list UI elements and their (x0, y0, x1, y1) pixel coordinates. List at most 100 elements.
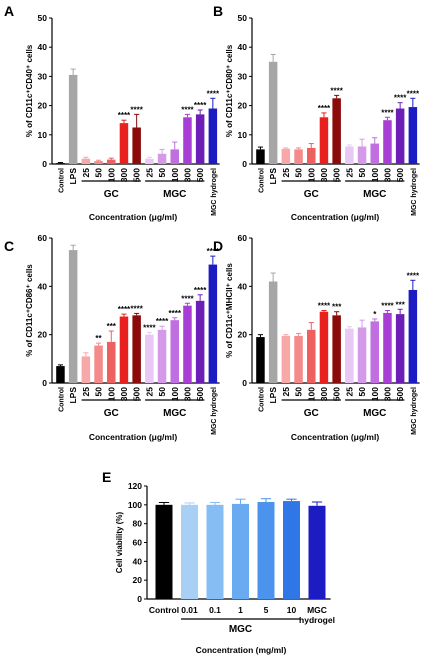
bar (345, 328, 354, 383)
bar (383, 120, 392, 164)
y-tick-label: 10 (238, 130, 248, 140)
x-tick-label: 10 (287, 605, 297, 615)
x-axis-label: Concentration (mg/ml) (196, 645, 287, 655)
bar (232, 503, 249, 599)
y-axis-label: % of CD11c⁺CD40⁺ cells (25, 44, 34, 137)
x-tick-label: LPS (268, 168, 278, 185)
x-tick-label: 100 (306, 168, 316, 182)
x-tick-label: 100 (370, 168, 380, 182)
bar (181, 504, 198, 599)
panel-c: C 0 20 40 60 % of CD11c⁺CD86⁺ cells Control LPS… (4, 233, 220, 442)
x-tick-label: 500 (132, 168, 142, 182)
bar (256, 337, 265, 383)
bar (319, 311, 329, 383)
significance-label: **** (118, 305, 131, 314)
group-label: MGC (229, 624, 252, 635)
group-label: MGC (363, 189, 386, 200)
y-tick-label: 0 (42, 378, 47, 388)
x-tick-label: 50 (294, 387, 304, 397)
bar (357, 327, 367, 383)
x-tick-label: 300 (119, 168, 129, 182)
x-tick-label: Control (258, 168, 265, 193)
x-tick-label: Control (58, 168, 65, 193)
y-tick-label: 120 (128, 481, 142, 491)
significance-label: **** (181, 105, 194, 114)
y-axis-label: % of CD11c⁺CD80⁺ cells (225, 44, 234, 137)
y-tick-label: 30 (238, 71, 248, 81)
y-tick-label: 0 (242, 159, 247, 169)
bar (155, 504, 173, 599)
bar (357, 146, 367, 164)
x-tick-label: 100 (170, 168, 180, 182)
group-label: GC (104, 408, 119, 419)
x-tick-label: 500 (195, 168, 205, 182)
group-label: MGC (163, 189, 186, 200)
y-tick-label: 20 (133, 575, 143, 585)
x-tick-label: 500 (332, 168, 342, 182)
significance-label: **** (118, 111, 131, 120)
bar (157, 329, 167, 383)
bar (332, 315, 341, 383)
bar (157, 153, 167, 164)
x-tick-label: 25 (344, 387, 354, 397)
x-tick-label: 1 (238, 605, 243, 615)
y-tick-label: 100 (128, 500, 142, 510)
significance-label: **** (169, 309, 182, 318)
x-tick-label: MGC hydrogel (211, 168, 218, 216)
x-tick-label: 50 (357, 387, 367, 397)
x-tick-label: Control (58, 387, 65, 412)
x-tick-label: Control (149, 605, 179, 615)
x-tick-label: MGC hydrogel (211, 387, 218, 435)
panel-letter: C (4, 238, 14, 254)
bar (370, 143, 379, 164)
x-tick-label: LPS (68, 387, 78, 404)
significance-label: **** (143, 323, 156, 332)
x-tick-label: 300 (382, 387, 392, 401)
bar (281, 335, 291, 383)
y-tick-label: 0 (42, 159, 47, 169)
group-label: GC (104, 189, 119, 200)
significance-label: **** (130, 304, 143, 313)
x-tick-label: 50 (94, 387, 104, 397)
x-tick-label: 100 (106, 387, 116, 401)
panel-b: B 0 10 20 30 40 50 % of CD11c⁺CD80⁺ cells Contro… (213, 3, 420, 222)
bar (170, 320, 179, 383)
y-tick-label: 20 (238, 330, 248, 340)
x-tick-label: 0.01 (181, 605, 198, 615)
bar (206, 504, 224, 599)
group-label: MGC (363, 408, 386, 419)
group-label: GC (304, 408, 319, 419)
x-tick-label: LPS (68, 168, 78, 185)
y-tick-label: 20 (238, 101, 248, 111)
bar (119, 316, 129, 383)
bar (294, 335, 303, 383)
bar (268, 281, 278, 383)
y-tick-label: 10 (38, 130, 48, 140)
panel-letter: E (102, 469, 111, 485)
bar (308, 505, 326, 599)
bar (345, 146, 354, 164)
panel-letter: A (4, 3, 14, 19)
x-tick-label: 0.1 (209, 605, 221, 615)
x-tick-label-line: hydrogel (299, 615, 335, 625)
y-tick-label: 40 (238, 281, 248, 291)
bar (68, 74, 78, 164)
bar (132, 315, 141, 383)
significance-label: **** (156, 317, 169, 326)
bar (408, 289, 418, 383)
y-tick-label: 0 (137, 594, 142, 604)
significance-label: **** (407, 89, 420, 98)
significance-label: **** (381, 108, 394, 117)
x-tick-label: Control (258, 387, 265, 412)
significance-label: ** (95, 334, 102, 343)
bar (107, 159, 116, 164)
x-tick-label: 300 (182, 387, 192, 401)
significance-label: **** (207, 89, 220, 98)
x-tick-label: MGC hydrogel (411, 168, 418, 216)
bar (195, 114, 205, 164)
x-tick-label: 50 (157, 387, 167, 397)
x-tick-label: 50 (294, 168, 304, 178)
x-tick-label: 300 (319, 387, 329, 401)
x-tick-label: 100 (170, 387, 180, 401)
